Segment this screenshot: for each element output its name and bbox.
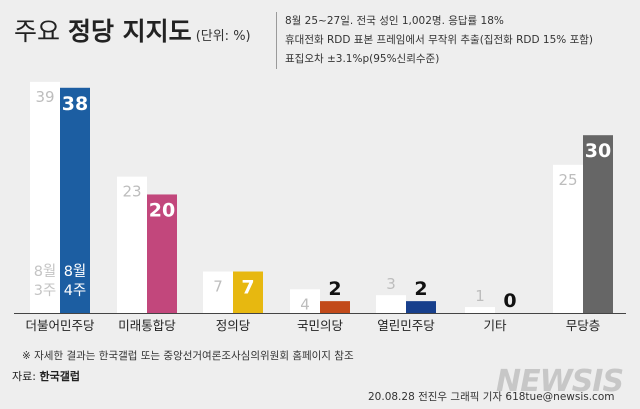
category-label: 국민의당: [297, 318, 344, 333]
category-label: 열린민주당: [377, 318, 435, 333]
value-label-8-3: 7: [213, 278, 223, 296]
value-label-8-3: 23: [122, 183, 141, 201]
survey-info-line: 8월 25~27일. 전국 성인 1,002명. 응답률 18%: [285, 15, 504, 27]
chart-title: 주요 정당 지지도 (단위: %): [14, 12, 251, 48]
bar-8-3: [290, 289, 320, 313]
value-label-8-4: 2: [328, 278, 341, 300]
value-label-8-4: 2: [414, 278, 427, 300]
value-label-8-3: 39: [35, 88, 54, 106]
value-label-8-3: 25: [558, 171, 577, 189]
value-label-8-4: 20: [149, 199, 175, 221]
credit-line: 20.08.28 전진우 그래픽 기자 618tue@newsis.com: [368, 391, 615, 403]
title-part-1: 주요: [14, 17, 61, 46]
bar-8-3: [203, 271, 233, 313]
bar-8-4: [233, 271, 263, 313]
source-line: 자료: 한국갤럽: [12, 368, 80, 384]
footnote: ※ 자세한 결과는 한국갤럽 또는 중앙선거여론조사심의위원회 홈페이지 참조: [22, 350, 354, 362]
category-label: 더불어민주당: [25, 318, 95, 333]
bar-8-4: [60, 87, 90, 313]
bar-8-4: [147, 194, 177, 313]
unit-label: (단위: %): [195, 29, 251, 44]
category-label: 기타: [483, 318, 507, 333]
source-label: 자료:: [12, 370, 36, 383]
survey-info-line: 휴대전화 RDD 표본 프레임에서 무작위 추출(집전화 RDD 15% 포함): [285, 34, 594, 46]
bar-8-3: [465, 307, 495, 313]
bar-8-4: [320, 301, 350, 313]
bar-8-3: [553, 164, 583, 313]
value-label-8-3: 3: [386, 275, 396, 293]
value-label-8-4: 38: [62, 93, 88, 115]
survey-info-line: 표집오차 ±3.1%p(95%신뢰수준): [285, 53, 440, 65]
survey-info: 8월 25~27일. 전국 성인 1,002명. 응답률 18% 휴대전화 RD…: [276, 12, 593, 69]
bar-8-3: [376, 295, 406, 313]
legend-label-8-4: 4주: [64, 283, 87, 299]
value-label-8-3: 1: [475, 287, 485, 305]
legend-label-8-4: 8월: [64, 263, 87, 280]
bar-8-3: [30, 81, 60, 313]
bar-8-4: [583, 135, 613, 313]
bar-8-4: [406, 301, 436, 313]
legend-label-8-3: 8월: [34, 263, 57, 280]
source-value: 한국갤럽: [39, 370, 80, 383]
value-label-8-4: 7: [241, 277, 254, 299]
value-label-8-4: 0: [503, 290, 516, 312]
category-label: 정의당: [216, 318, 251, 333]
newsis-watermark: NEWSIS: [496, 364, 624, 399]
category-label: 무당층: [566, 318, 601, 333]
category-label: 미래통합당: [118, 318, 176, 333]
value-label-8-3: 4: [300, 295, 310, 313]
bar-8-3: [117, 176, 147, 313]
legend-label-8-3: 3주: [34, 283, 57, 299]
title-part-2: 정당 지지도: [67, 17, 192, 46]
value-label-8-4: 30: [585, 140, 611, 162]
